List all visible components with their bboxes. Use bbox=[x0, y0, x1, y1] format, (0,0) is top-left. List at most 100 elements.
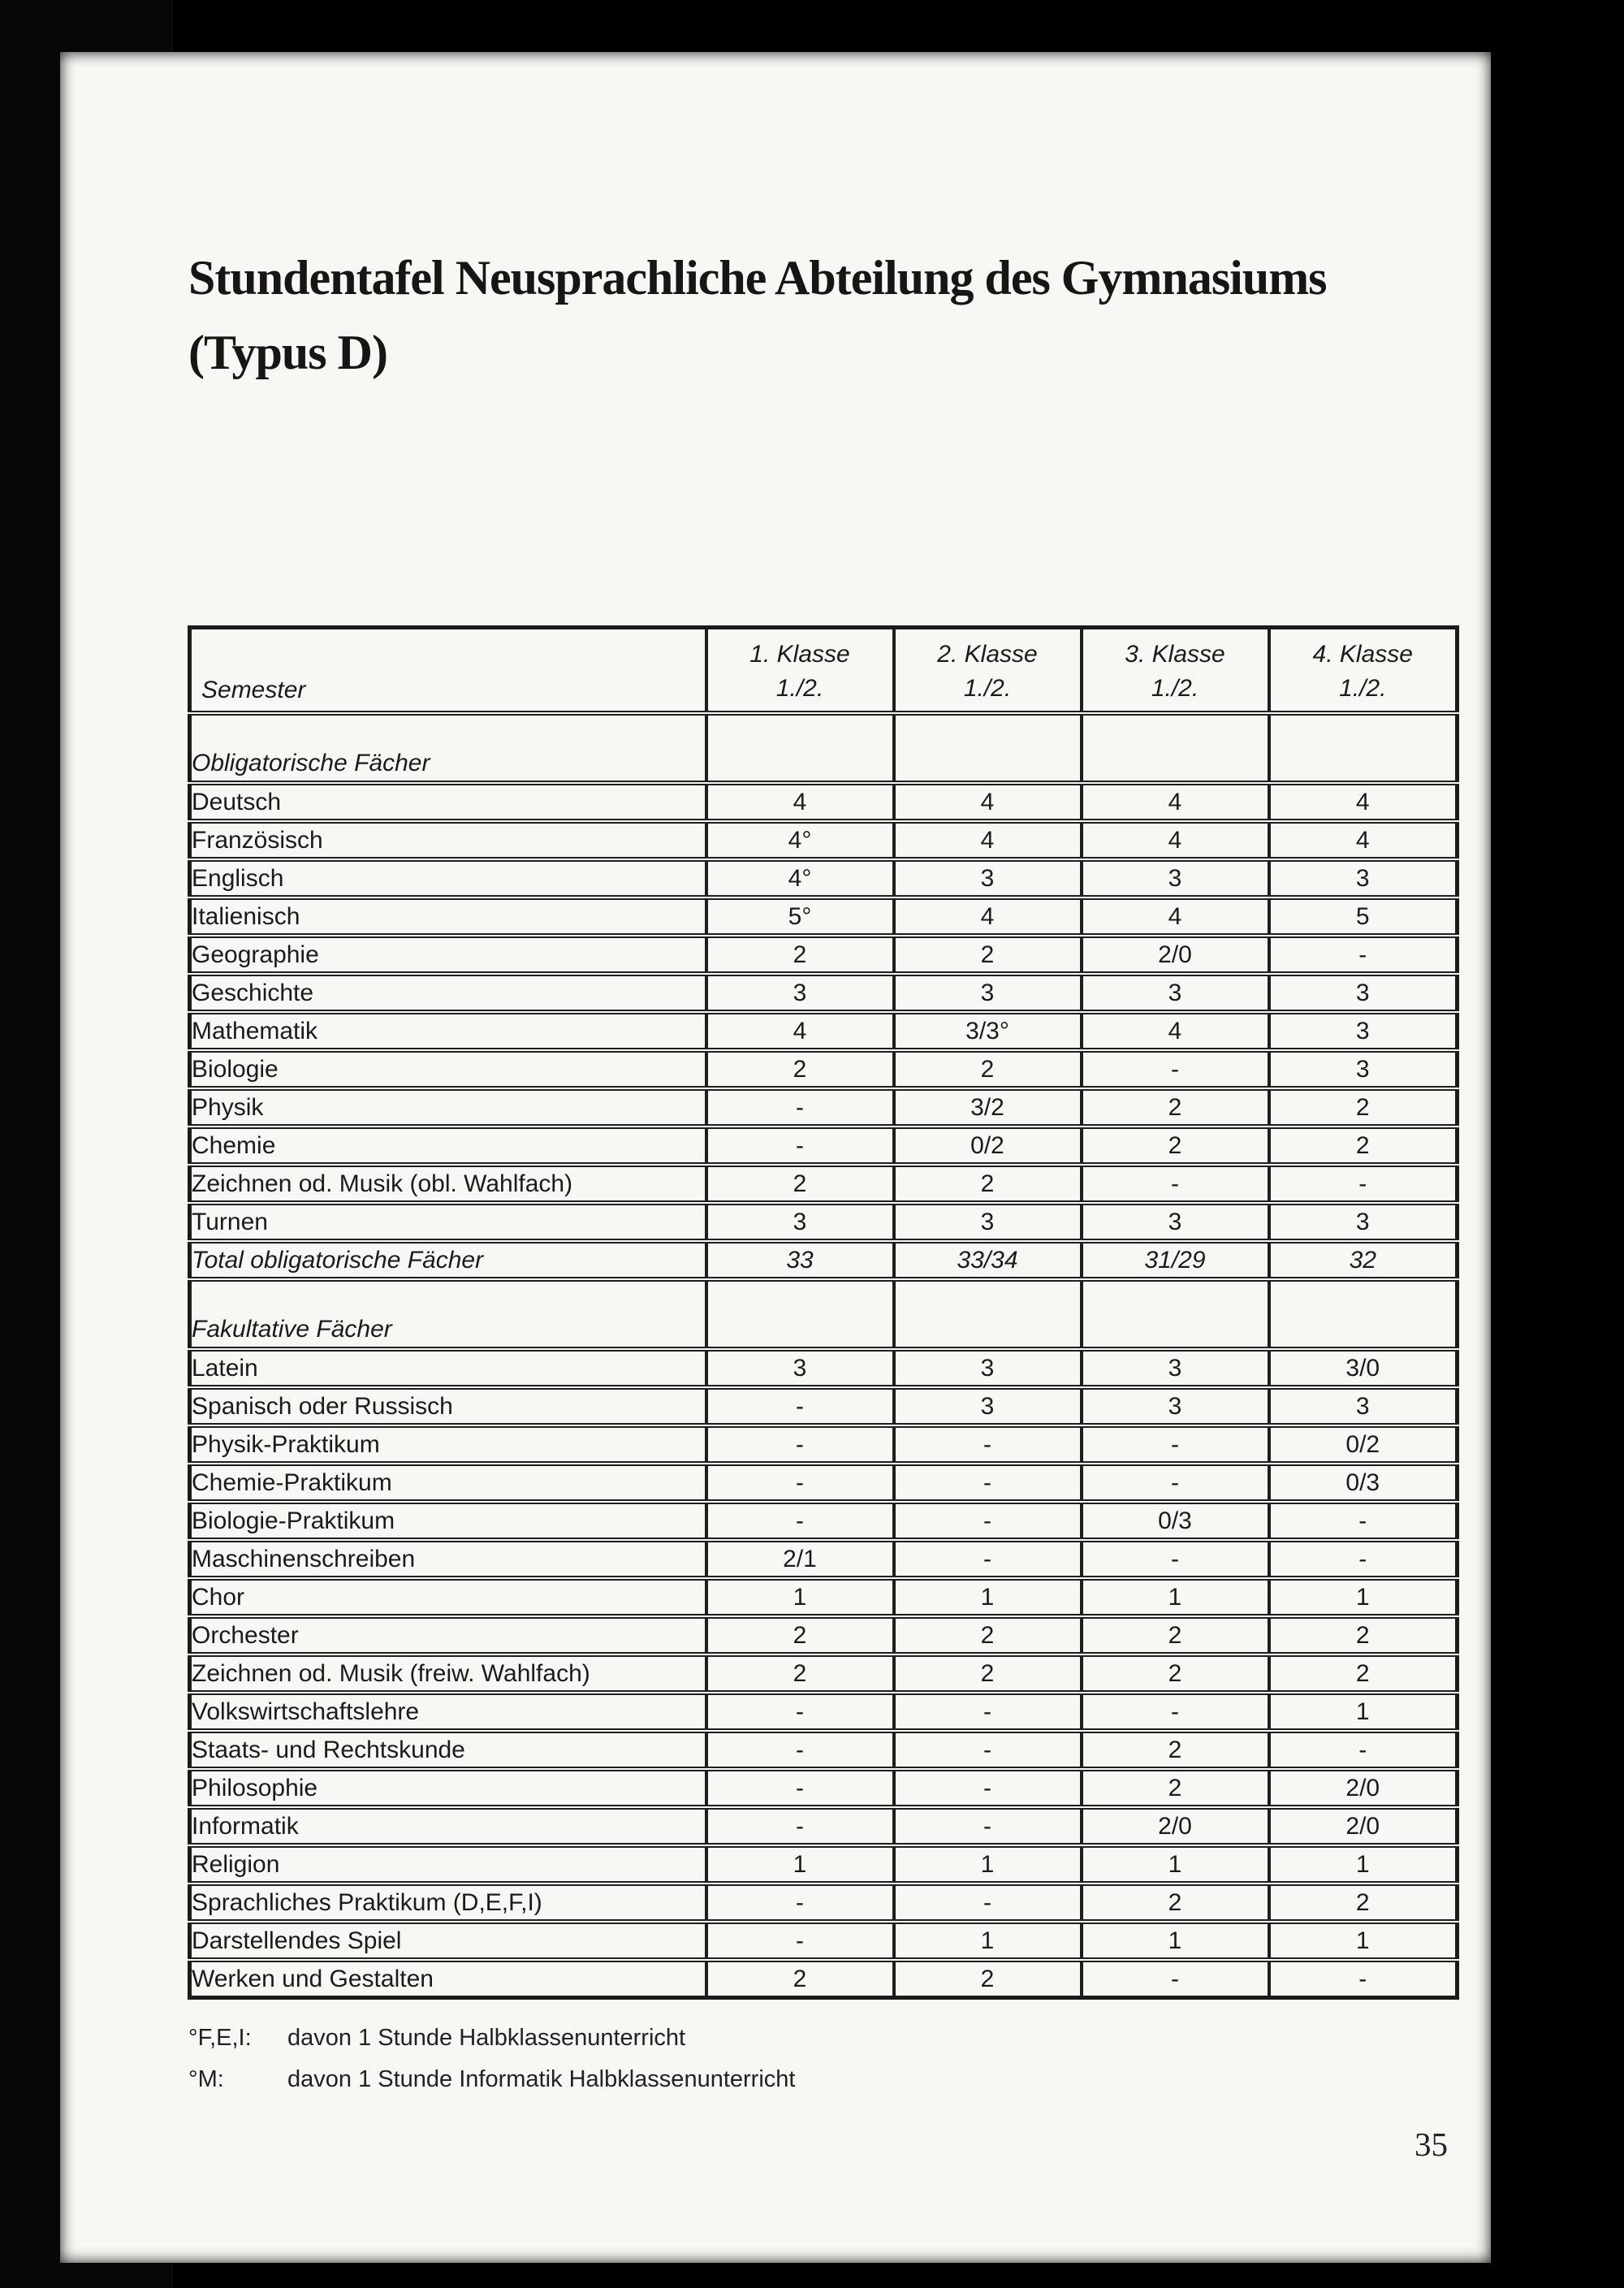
cell-value: 4 bbox=[704, 1010, 894, 1050]
cell-value: 3 bbox=[1079, 1385, 1269, 1425]
cell-value bbox=[704, 711, 894, 783]
cell-value: 1 bbox=[1079, 1576, 1269, 1616]
cell-value: 5° bbox=[704, 895, 894, 936]
cell-value: - bbox=[1079, 1690, 1269, 1731]
cell-value: - bbox=[704, 1805, 894, 1845]
table-row: Orchester 2 2 2 2 bbox=[188, 1614, 1458, 1654]
row-label: Englisch bbox=[188, 857, 706, 897]
cell-value: 1 bbox=[704, 1576, 894, 1616]
cell-value: 4 bbox=[1079, 819, 1269, 859]
cell-value: 3 bbox=[1079, 857, 1269, 897]
table-row: Staats- und Rechtskunde - - 2 - bbox=[188, 1728, 1458, 1769]
table-row: Turnen 3 3 3 3 bbox=[188, 1200, 1458, 1241]
cell-value: 1 bbox=[1267, 1576, 1458, 1616]
cell-value: 2 bbox=[704, 1652, 894, 1693]
table-row: Zeichnen od. Musik (obl. Wahlfach) 2 2 -… bbox=[188, 1162, 1458, 1203]
row-label: Darstellendes Spiel bbox=[188, 1919, 706, 1960]
title-line-1: Stundentafel Neusprachliche Abteilung de… bbox=[188, 251, 1328, 305]
cell-value: 4 bbox=[1079, 895, 1269, 936]
table-row: Latein 3 3 3 3/0 bbox=[188, 1347, 1458, 1387]
cell-value bbox=[704, 1277, 894, 1349]
cell-value: - bbox=[704, 1881, 894, 1922]
cell-value: 2 bbox=[704, 1957, 894, 1998]
table-row: Chor 1 1 1 1 bbox=[188, 1576, 1458, 1616]
row-label: Total obligatorische Fächer bbox=[188, 1239, 706, 1279]
timetable-body: Obligatorische Fächer Deutsch 4 4 4 4 Fr… bbox=[188, 711, 1458, 1998]
cell-value: - bbox=[1079, 1423, 1269, 1464]
cell-value: 3/3° bbox=[892, 1010, 1082, 1050]
cell-value: 3 bbox=[892, 1385, 1082, 1425]
table-row: Geschichte 3 3 3 3 bbox=[188, 971, 1458, 1012]
cell-value: 2/0 bbox=[1267, 1767, 1458, 1807]
cell-value: 2 bbox=[1079, 1124, 1269, 1165]
cell-value: - bbox=[1267, 1538, 1458, 1578]
cell-value: 3 bbox=[1079, 971, 1269, 1012]
table-row: Biologie 2 2 - 3 bbox=[188, 1048, 1458, 1088]
column-subtitle: 1./2. bbox=[963, 675, 1012, 702]
cell-value: 2 bbox=[1079, 1767, 1269, 1807]
cell-value: 32 bbox=[1267, 1239, 1458, 1279]
cell-value: 2 bbox=[704, 1162, 894, 1203]
row-label: Biologie-Praktikum bbox=[188, 1499, 706, 1540]
table-row: Zeichnen od. Musik (freiw. Wahlfach) 2 2… bbox=[188, 1652, 1458, 1693]
cell-value: - bbox=[704, 1767, 894, 1807]
cell-value: 3 bbox=[1267, 971, 1458, 1012]
cell-value: - bbox=[704, 1124, 894, 1165]
cell-value: - bbox=[892, 1499, 1082, 1540]
table-row: Darstellendes Spiel - 1 1 1 bbox=[188, 1919, 1458, 1960]
cell-value: 2 bbox=[1079, 1614, 1269, 1654]
cell-value: 2/0 bbox=[1079, 933, 1269, 974]
column-subtitle: 1./2. bbox=[1339, 675, 1387, 702]
column-title: 4. Klasse bbox=[1312, 641, 1413, 668]
cell-value: 3 bbox=[892, 1347, 1082, 1387]
cell-value: 4° bbox=[704, 819, 894, 859]
cell-value: - bbox=[1079, 1538, 1269, 1578]
cell-value: - bbox=[704, 1423, 894, 1464]
row-label: Französisch bbox=[188, 819, 706, 859]
cell-value: - bbox=[704, 1385, 894, 1425]
cell-value: 2 bbox=[1267, 1652, 1458, 1693]
cell-value: - bbox=[892, 1690, 1082, 1731]
cell-value: - bbox=[1079, 1162, 1269, 1203]
cell-value: - bbox=[1267, 1957, 1458, 1998]
table-row: Französisch 4° 4 4 4 bbox=[188, 819, 1458, 859]
cell-value: - bbox=[892, 1728, 1082, 1769]
footnotes: °F,E,I: davon 1 Stunde Halbklassenunterr… bbox=[188, 2018, 795, 2100]
cell-value: 1 bbox=[892, 1843, 1082, 1884]
cell-value: - bbox=[1267, 1499, 1458, 1540]
cell-value: 3 bbox=[704, 971, 894, 1012]
footnote-m: °M: davon 1 Stunde Informatik Halbklasse… bbox=[188, 2059, 795, 2100]
cell-value: 3 bbox=[892, 971, 1082, 1012]
cell-value: 4 bbox=[892, 895, 1082, 936]
row-label: Werken und Gestalten bbox=[188, 1957, 706, 1998]
cell-value: 2 bbox=[1079, 1652, 1269, 1693]
row-label: Maschinenschreiben bbox=[188, 1538, 706, 1578]
row-label: Chemie-Praktikum bbox=[188, 1461, 706, 1502]
table-row: Spanisch oder Russisch - 3 3 3 bbox=[188, 1385, 1458, 1425]
row-label: Zeichnen od. Musik (obl. Wahlfach) bbox=[188, 1162, 706, 1203]
cell-value: 3 bbox=[1079, 1347, 1269, 1387]
cell-value: - bbox=[704, 1919, 894, 1960]
cell-value: 3 bbox=[892, 857, 1082, 897]
table-row: Italienisch 5° 4 4 5 bbox=[188, 895, 1458, 936]
footnote-text: davon 1 Stunde Informatik Halbklassenunt… bbox=[287, 2066, 796, 2092]
cell-value: 1 bbox=[704, 1843, 894, 1884]
table-row: Geographie 2 2 2/0 - bbox=[188, 933, 1458, 974]
table-row: Informatik - - 2/0 2/0 bbox=[188, 1805, 1458, 1845]
cell-value: 2 bbox=[892, 1162, 1082, 1203]
cell-value: 2 bbox=[1079, 1086, 1269, 1127]
cell-value: 1 bbox=[892, 1576, 1082, 1616]
row-label: Zeichnen od. Musik (freiw. Wahlfach) bbox=[188, 1652, 706, 1693]
document-page: Stundentafel Neusprachliche Abteilung de… bbox=[60, 52, 1491, 2263]
table-row: Philosophie - - 2 2/0 bbox=[188, 1767, 1458, 1807]
cell-value: - bbox=[892, 1461, 1082, 1502]
cell-value: 2 bbox=[1079, 1728, 1269, 1769]
cell-value: 2 bbox=[1267, 1881, 1458, 1922]
cell-value bbox=[892, 711, 1082, 783]
row-label: Physik bbox=[188, 1086, 706, 1127]
row-label: Physik-Praktikum bbox=[188, 1423, 706, 1464]
cell-value: 1 bbox=[1079, 1919, 1269, 1960]
cell-value: 2 bbox=[704, 1048, 894, 1088]
cell-value: 3/0 bbox=[1267, 1347, 1458, 1387]
cell-value: 2/0 bbox=[1267, 1805, 1458, 1845]
